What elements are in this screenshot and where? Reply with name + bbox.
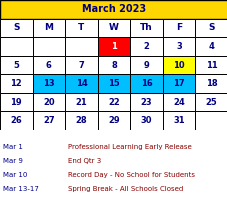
Bar xyxy=(97,74,130,93)
Text: Mar 10: Mar 10 xyxy=(3,172,27,178)
Bar xyxy=(32,111,65,130)
Text: 1: 1 xyxy=(111,42,116,51)
Text: Mar 1: Mar 1 xyxy=(3,144,23,150)
Bar xyxy=(32,19,65,37)
Text: Mar 9: Mar 9 xyxy=(3,158,23,164)
Text: S: S xyxy=(207,23,214,32)
Text: 5: 5 xyxy=(13,61,19,69)
Text: 2: 2 xyxy=(143,42,149,51)
Text: M: M xyxy=(44,23,53,32)
Text: 28: 28 xyxy=(75,116,87,125)
Bar xyxy=(97,111,130,130)
Text: 7: 7 xyxy=(78,61,84,69)
Text: F: F xyxy=(175,23,181,32)
Text: 16: 16 xyxy=(140,79,152,88)
Bar xyxy=(65,37,97,56)
Text: Spring Break - All Schools Closed: Spring Break - All Schools Closed xyxy=(68,186,183,192)
Bar xyxy=(162,19,195,37)
Text: 31: 31 xyxy=(173,116,184,125)
Bar xyxy=(195,37,227,56)
Bar xyxy=(97,19,130,37)
Bar xyxy=(0,111,32,130)
Bar xyxy=(32,37,65,56)
Text: 13: 13 xyxy=(43,79,54,88)
Bar xyxy=(65,74,97,93)
Bar xyxy=(0,37,32,56)
Text: 30: 30 xyxy=(140,116,152,125)
Text: 20: 20 xyxy=(43,98,54,107)
Text: 26: 26 xyxy=(10,116,22,125)
Text: 24: 24 xyxy=(173,98,184,107)
Bar xyxy=(162,56,195,74)
Bar xyxy=(32,56,65,74)
Text: T: T xyxy=(78,23,84,32)
Bar xyxy=(32,93,65,111)
Text: 11: 11 xyxy=(205,61,217,69)
Bar xyxy=(65,19,97,37)
Bar xyxy=(162,111,195,130)
Text: March 2023: March 2023 xyxy=(81,4,146,14)
Bar xyxy=(65,93,97,111)
Bar xyxy=(162,93,195,111)
Text: 22: 22 xyxy=(108,98,119,107)
Text: 4: 4 xyxy=(208,42,214,51)
Bar xyxy=(130,111,162,130)
Text: W: W xyxy=(109,23,118,32)
Bar xyxy=(32,74,65,93)
Bar xyxy=(0,19,32,37)
Bar xyxy=(195,56,227,74)
Bar xyxy=(162,37,195,56)
Bar xyxy=(195,19,227,37)
Bar xyxy=(195,74,227,93)
Bar xyxy=(130,56,162,74)
Text: 29: 29 xyxy=(108,116,119,125)
Text: 27: 27 xyxy=(43,116,54,125)
Text: 6: 6 xyxy=(46,61,52,69)
Text: 21: 21 xyxy=(75,98,87,107)
Bar xyxy=(0,56,32,74)
Bar xyxy=(97,93,130,111)
Bar xyxy=(130,19,162,37)
Text: Record Day - No School for Students: Record Day - No School for Students xyxy=(68,172,194,178)
Bar xyxy=(162,74,195,93)
Text: 18: 18 xyxy=(205,79,217,88)
Text: 3: 3 xyxy=(175,42,181,51)
Bar xyxy=(130,74,162,93)
Text: 14: 14 xyxy=(75,79,87,88)
Bar xyxy=(130,37,162,56)
Bar xyxy=(195,111,227,130)
Text: 23: 23 xyxy=(140,98,152,107)
Bar xyxy=(130,93,162,111)
Text: 10: 10 xyxy=(173,61,184,69)
Text: End Qtr 3: End Qtr 3 xyxy=(68,158,101,164)
Bar xyxy=(0,0,227,19)
Bar xyxy=(195,93,227,111)
Text: 25: 25 xyxy=(205,98,217,107)
Text: S: S xyxy=(13,23,20,32)
Bar xyxy=(97,56,130,74)
Bar xyxy=(97,37,130,56)
Text: Professional Learning Early Release: Professional Learning Early Release xyxy=(68,144,191,150)
Text: Th: Th xyxy=(140,23,152,32)
Bar xyxy=(0,93,32,111)
Bar xyxy=(65,111,97,130)
Bar xyxy=(0,74,32,93)
Text: 19: 19 xyxy=(10,98,22,107)
Text: 9: 9 xyxy=(143,61,149,69)
Text: 12: 12 xyxy=(10,79,22,88)
Text: 8: 8 xyxy=(111,61,116,69)
Text: Mar 13-17: Mar 13-17 xyxy=(3,186,39,192)
Text: 15: 15 xyxy=(108,79,119,88)
Text: 17: 17 xyxy=(173,79,184,88)
Bar xyxy=(65,56,97,74)
